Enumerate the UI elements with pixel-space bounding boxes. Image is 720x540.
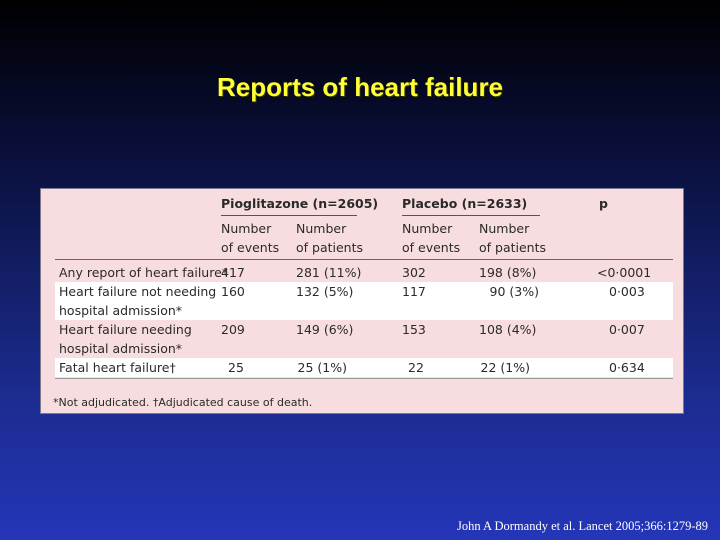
- subheader-line: Number: [296, 221, 347, 236]
- group-header-pioglitazone: Pioglitazone (n=2605): [221, 196, 379, 211]
- row-label: Fatal heart failure†: [59, 360, 176, 375]
- subheader-line: Number: [479, 221, 530, 236]
- header-rule: [55, 259, 673, 260]
- p-value-cell: 0·634: [609, 360, 645, 375]
- placebo-events-cell: 302: [402, 265, 426, 280]
- p-value-cell: <0·0001: [597, 265, 652, 280]
- p-value-cell: 0·007: [609, 322, 645, 337]
- subheader-pio-patients: Number of patients: [296, 219, 363, 257]
- citation: John A Dormandy et al. Lancet 2005;366:1…: [456, 519, 708, 533]
- p-value-cell: 0·003: [609, 284, 645, 299]
- placebo-events-cell: 153: [402, 322, 426, 337]
- pio-events-cell: 417: [221, 265, 245, 280]
- table-footnote: *Not adjudicated. †Adjudicated cause of …: [53, 396, 313, 409]
- pio-patients-cell: 149 (6%): [296, 322, 354, 337]
- pio-patients-cell: 25 (1%): [297, 360, 347, 375]
- subheader-line: of patients: [479, 240, 547, 255]
- pio-events-cell: 25: [228, 360, 244, 375]
- pio-patients-cell: 132 (5%): [296, 284, 354, 299]
- row-label-continued: hospital admission*: [59, 341, 183, 356]
- subheader-placebo-events: Number of events: [402, 219, 460, 257]
- placebo-patients-cell: 108 (4%): [479, 322, 537, 337]
- placebo-events-cell: 22: [408, 360, 424, 375]
- subheader-line: Number: [221, 221, 272, 236]
- subheader-placebo-patients: Number of patients: [479, 219, 546, 257]
- column-header-p: p: [599, 196, 608, 211]
- table-row-band: [55, 282, 673, 320]
- slide-title: Reports of heart failure: [216, 72, 504, 102]
- placebo-events-cell: 117: [402, 284, 426, 299]
- pio-events-cell: 160: [221, 284, 245, 299]
- group-header-placebo: Placebo (n=2633): [402, 196, 528, 211]
- heart-failure-table: Pioglitazone (n=2605) Placebo (n=2633) p…: [40, 188, 684, 414]
- subheader-line: of events: [221, 240, 280, 255]
- placebo-patients-cell: 90 (3%): [489, 284, 539, 299]
- row-label: Heart failure not needing: [59, 284, 217, 299]
- row-label: Any report of heart failure*: [59, 265, 229, 280]
- group-rule-placebo: [402, 215, 540, 216]
- subheader-line: of patients: [296, 240, 364, 255]
- subheader-line: of events: [402, 240, 461, 255]
- row-label-continued: hospital admission*: [59, 303, 183, 318]
- pio-patients-cell: 281 (11%): [296, 265, 362, 280]
- group-rule-pioglitazone: [221, 215, 357, 216]
- pio-events-cell: 209: [221, 322, 245, 337]
- table-bottom-rule: [55, 378, 673, 379]
- table-row-band: [55, 358, 673, 377]
- row-label: Heart failure needing: [59, 322, 192, 337]
- placebo-patients-cell: 22 (1%): [480, 360, 530, 375]
- subheader-pio-events: Number of events: [221, 219, 279, 257]
- subheader-line: Number: [402, 221, 453, 236]
- placebo-patients-cell: 198 (8%): [479, 265, 537, 280]
